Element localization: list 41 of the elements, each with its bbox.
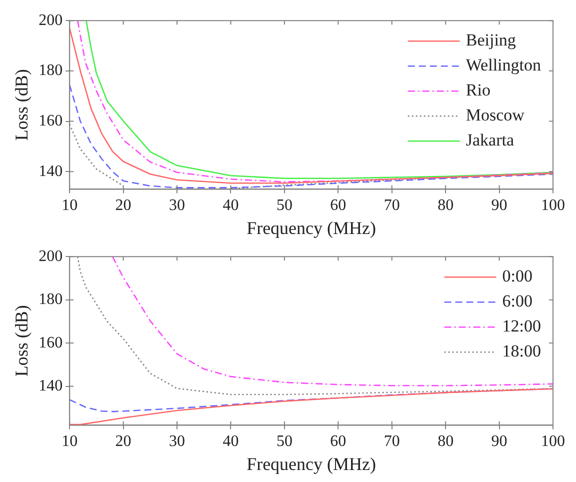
x-tick-label: 70 — [384, 197, 400, 214]
legend-label: Moscow — [466, 106, 526, 125]
y-tick-label: 140 — [38, 377, 63, 394]
x-tick-label: 70 — [384, 433, 400, 450]
x-tick-label: 100 — [541, 197, 565, 214]
y-tick-label: 200 — [38, 248, 63, 265]
legend-label: Wellington — [466, 56, 542, 75]
y-axis-title: Loss (dB) — [12, 305, 32, 377]
x-tick-label: 10 — [62, 433, 78, 450]
y-tick-label: 140 — [38, 162, 63, 180]
x-tick-label: 40 — [222, 433, 239, 450]
legend-label: 18:00 — [502, 342, 542, 361]
x-axis-title: Frequency (MHz) — [246, 454, 376, 474]
legend-label: 6:00 — [502, 292, 533, 311]
x-tick-label: 40 — [222, 197, 239, 214]
x-tick-label: 30 — [169, 433, 186, 450]
y-tick-label: 180 — [38, 291, 63, 308]
y-axis-title: Loss (dB) — [12, 69, 32, 141]
y-tick-label: 180 — [38, 62, 63, 80]
x-tick-label: 90 — [491, 433, 508, 450]
x-tick-label: 50 — [276, 433, 292, 450]
x-tick-label: 100 — [541, 433, 565, 450]
x-tick-label: 60 — [330, 433, 346, 450]
x-tick-label: 20 — [115, 433, 132, 450]
legend-label: 12:00 — [502, 316, 542, 336]
x-tick-label: 20 — [115, 197, 132, 214]
legend-label: 0:00 — [502, 266, 533, 286]
x-tick-label: 10 — [62, 197, 78, 214]
x-tick-label: 30 — [169, 197, 186, 214]
legend-label: Jakarta — [466, 130, 514, 150]
y-tick-label: 160 — [38, 112, 63, 130]
y-tick-label: 160 — [38, 334, 63, 352]
x-tick-label: 50 — [276, 197, 292, 214]
x-tick-label: 80 — [438, 197, 454, 214]
x-tick-label: 60 — [330, 197, 346, 214]
x-tick-label: 80 — [438, 433, 454, 450]
legend-label: Rio — [466, 80, 490, 100]
x-axis-title: Frequency (MHz) — [246, 218, 376, 238]
x-tick-label: 90 — [491, 197, 508, 214]
legend-label: Beijing — [466, 30, 516, 50]
y-tick-label: 200 — [38, 12, 63, 29]
